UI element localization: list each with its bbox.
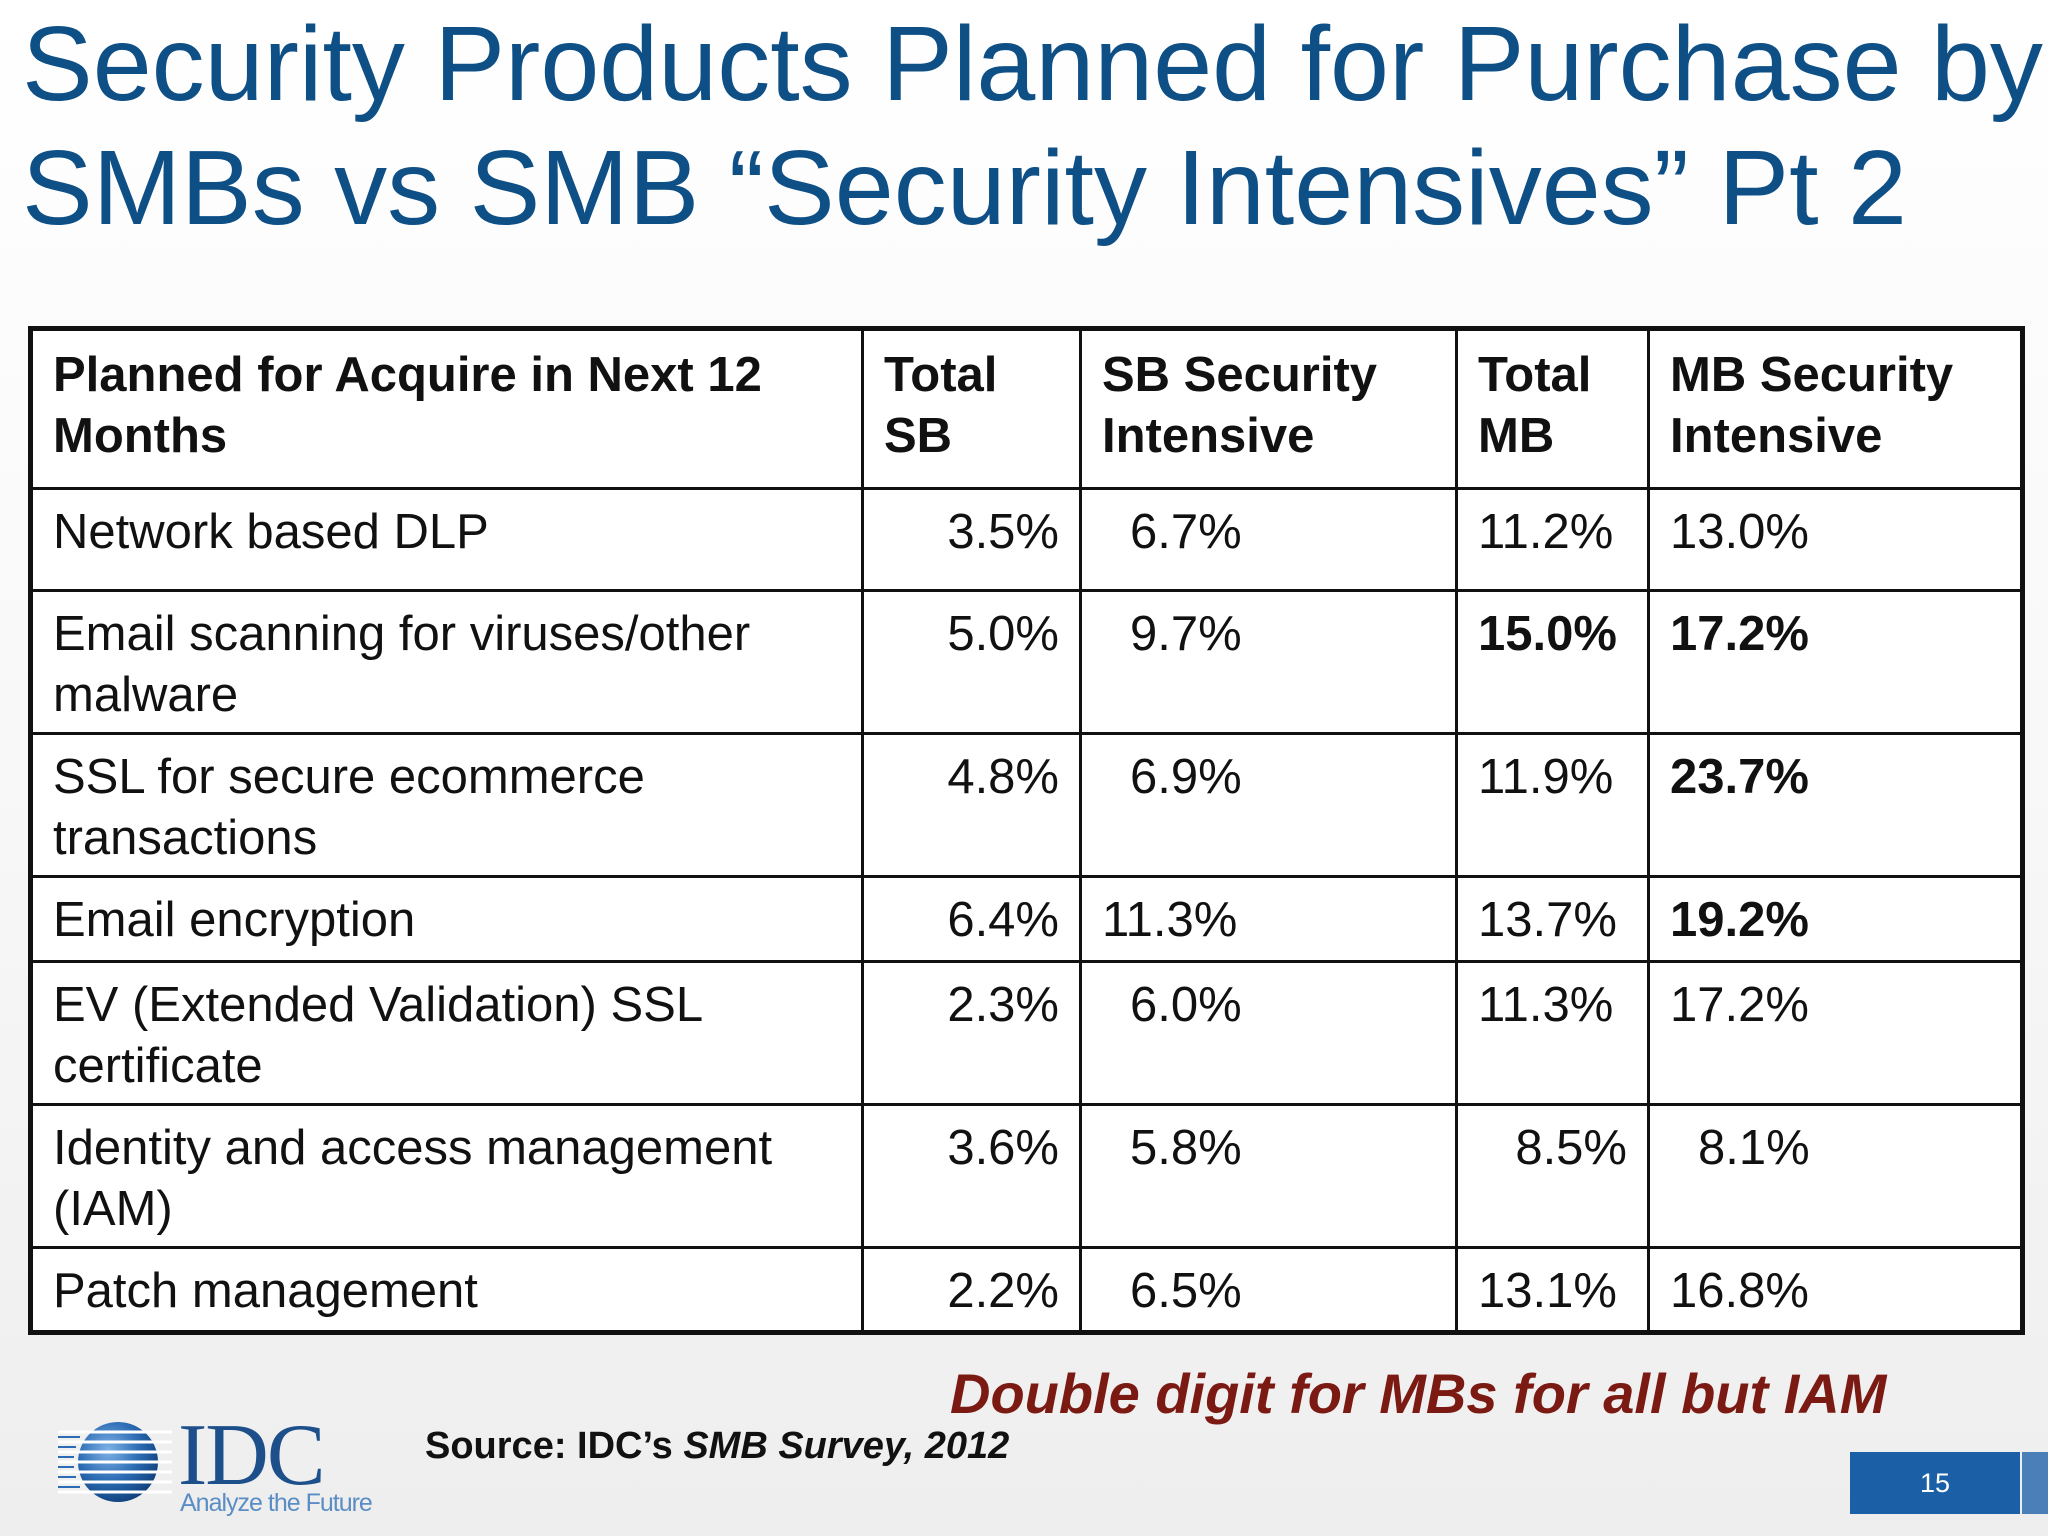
product-name: SSL for secure ecommerce transactions — [29, 732, 864, 878]
security-products-table: Planned for Acquire in Next 12 Months To… — [28, 326, 2025, 1335]
product-name: Identity and access management (IAM) — [29, 1103, 864, 1249]
sb-intensive-value: 6.7% — [1079, 487, 1458, 592]
idc-tagline: Analyze the Future — [180, 1489, 373, 1517]
total-sb-value: 3.5% — [861, 487, 1082, 592]
product-name: EV (Extended Validation) SSL certificate — [29, 960, 864, 1106]
table-row: Email scanning for viruses/other malware… — [29, 589, 2024, 735]
total-mb-value: 11.3% — [1455, 960, 1650, 1106]
table-row: SSL for secure ecommerce transactions 4.… — [29, 732, 2024, 878]
header-total-sb: Total SB — [861, 327, 1082, 490]
total-sb-value: 3.6% — [861, 1103, 1082, 1249]
sb-intensive-value: 6.5% — [1079, 1246, 1458, 1334]
total-mb-value: 8.5% — [1455, 1103, 1650, 1249]
source-survey: SMB Survey, 2012 — [683, 1425, 1010, 1467]
sb-intensive-value: 5.8% — [1079, 1103, 1458, 1249]
total-mb-value: 11.2% — [1455, 487, 1650, 592]
mb-intensive-value: 19.2% — [1647, 875, 2024, 963]
source-prefix: Source: IDC’s — [425, 1425, 684, 1467]
product-name: Network based DLP — [29, 487, 864, 592]
table-row: Email encryption 6.4% 11.3% 13.7% 19.2% — [29, 875, 2024, 963]
table-header-row: Planned for Acquire in Next 12 Months To… — [29, 327, 2024, 490]
idc-wordmark: IDC — [178, 1407, 326, 1504]
product-name: Email scanning for viruses/other malware — [29, 589, 864, 735]
idc-logo: IDC Analyze the Future — [58, 1407, 388, 1524]
total-sb-value: 5.0% — [861, 589, 1082, 735]
mb-intensive-value: 13.0% — [1647, 487, 2024, 592]
total-sb-value: 4.8% — [861, 732, 1082, 878]
total-sb-value: 2.3% — [861, 960, 1082, 1106]
mb-intensive-value: 16.8% — [1647, 1246, 2024, 1334]
slide-title-line-2: SMBs vs SMB “Security Intensives” Pt 2 — [22, 129, 1907, 247]
total-mb-value: 15.0% — [1455, 589, 1650, 735]
table-row: EV (Extended Validation) SSL certificate… — [29, 960, 2024, 1106]
mb-intensive-value: 17.2% — [1647, 960, 2024, 1106]
total-mb-value: 13.1% — [1455, 1246, 1650, 1334]
slide-title-line-1: Security Products Planned for Purchase b… — [22, 5, 2043, 123]
callout-text: Double digit for MBs for all but IAM — [950, 1362, 1887, 1425]
sb-intensive-value: 11.3% — [1079, 875, 1458, 963]
idc-globe-icon — [58, 1422, 172, 1502]
table-row: Identity and access management (IAM) 3.6… — [29, 1103, 2024, 1249]
total-mb-value: 13.7% — [1455, 875, 1650, 963]
total-sb-value: 2.2% — [861, 1246, 1082, 1334]
header-planned-acquire: Planned for Acquire in Next 12 Months — [29, 327, 864, 490]
page-number: 15 — [1850, 1452, 2020, 1514]
header-mb-security-intensive: MB Security Intensive — [1647, 327, 2024, 490]
table-row: Patch management 2.2% 6.5% 13.1% 16.8% — [29, 1246, 2024, 1334]
product-name: Email encryption — [29, 875, 864, 963]
page-number-edge — [2022, 1452, 2048, 1514]
mb-intensive-value: 8.1% — [1647, 1103, 2024, 1249]
slide-title: Security Products Planned for Purchase b… — [22, 2, 2043, 250]
table-row: Network based DLP 3.5% 6.7% 11.2% 13.0% — [29, 487, 2024, 592]
header-total-mb: Total MB — [1455, 327, 1650, 490]
total-sb-value: 6.4% — [861, 875, 1082, 963]
mb-intensive-value: 23.7% — [1647, 732, 2024, 878]
sb-intensive-value: 9.7% — [1079, 589, 1458, 735]
total-mb-value: 11.9% — [1455, 732, 1650, 878]
sb-intensive-value: 6.9% — [1079, 732, 1458, 878]
source-citation: Source: IDC’s SMB Survey, 2012 — [425, 1423, 1009, 1469]
mb-intensive-value: 17.2% — [1647, 589, 2024, 735]
product-name: Patch management — [29, 1246, 864, 1334]
sb-intensive-value: 6.0% — [1079, 960, 1458, 1106]
header-sb-security-intensive: SB Security Intensive — [1079, 327, 1458, 490]
